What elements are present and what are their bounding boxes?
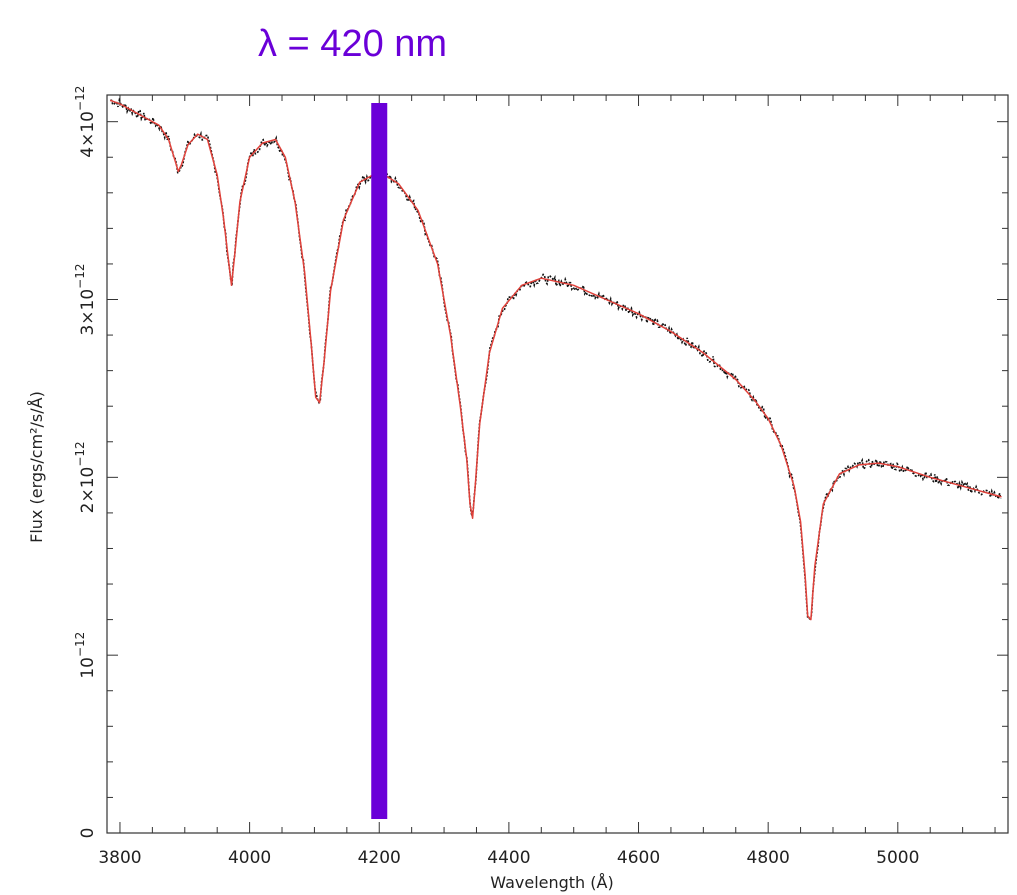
- x-tick-label: 3800: [98, 848, 141, 868]
- y-tick-label: 4×10−12: [73, 86, 98, 158]
- x-tick-label: 4400: [487, 848, 530, 868]
- y-tick-label: 10−12: [73, 632, 98, 679]
- x-axis-ticks: 3800 4000 4200 4400 4600 4800 5000: [98, 95, 996, 868]
- wavelength-annotation: λ = 420 nm: [258, 23, 447, 65]
- x-tick-label: 5000: [876, 848, 919, 868]
- plot-border: [106, 94, 1009, 834]
- series-layer: [109, 97, 1002, 623]
- x-tick-label: 4200: [358, 848, 401, 868]
- model-fit-line: [109, 99, 1002, 621]
- y-tick-label: 3×10−12: [73, 263, 98, 335]
- y-axis-ticks: 0 10−12 2×10−12 3×10−12 4×10−12: [73, 86, 1008, 839]
- x-tick-label: 4800: [747, 848, 790, 868]
- plot-frame: [106, 94, 1009, 834]
- x-tick-label: 4000: [228, 848, 271, 868]
- y-axis-label: Flux (ergs/cm²/s/Å): [27, 391, 46, 543]
- observed-spectrum-line: [110, 97, 1002, 623]
- y-tick-label: 0: [78, 828, 98, 839]
- x-axis-label: Wavelength (Å): [490, 873, 613, 892]
- x-tick-label: 4600: [617, 848, 660, 868]
- y-tick-label: 2×10−12: [73, 441, 98, 513]
- marker-layer: [371, 103, 388, 819]
- wavelength-marker-bar: [371, 103, 388, 819]
